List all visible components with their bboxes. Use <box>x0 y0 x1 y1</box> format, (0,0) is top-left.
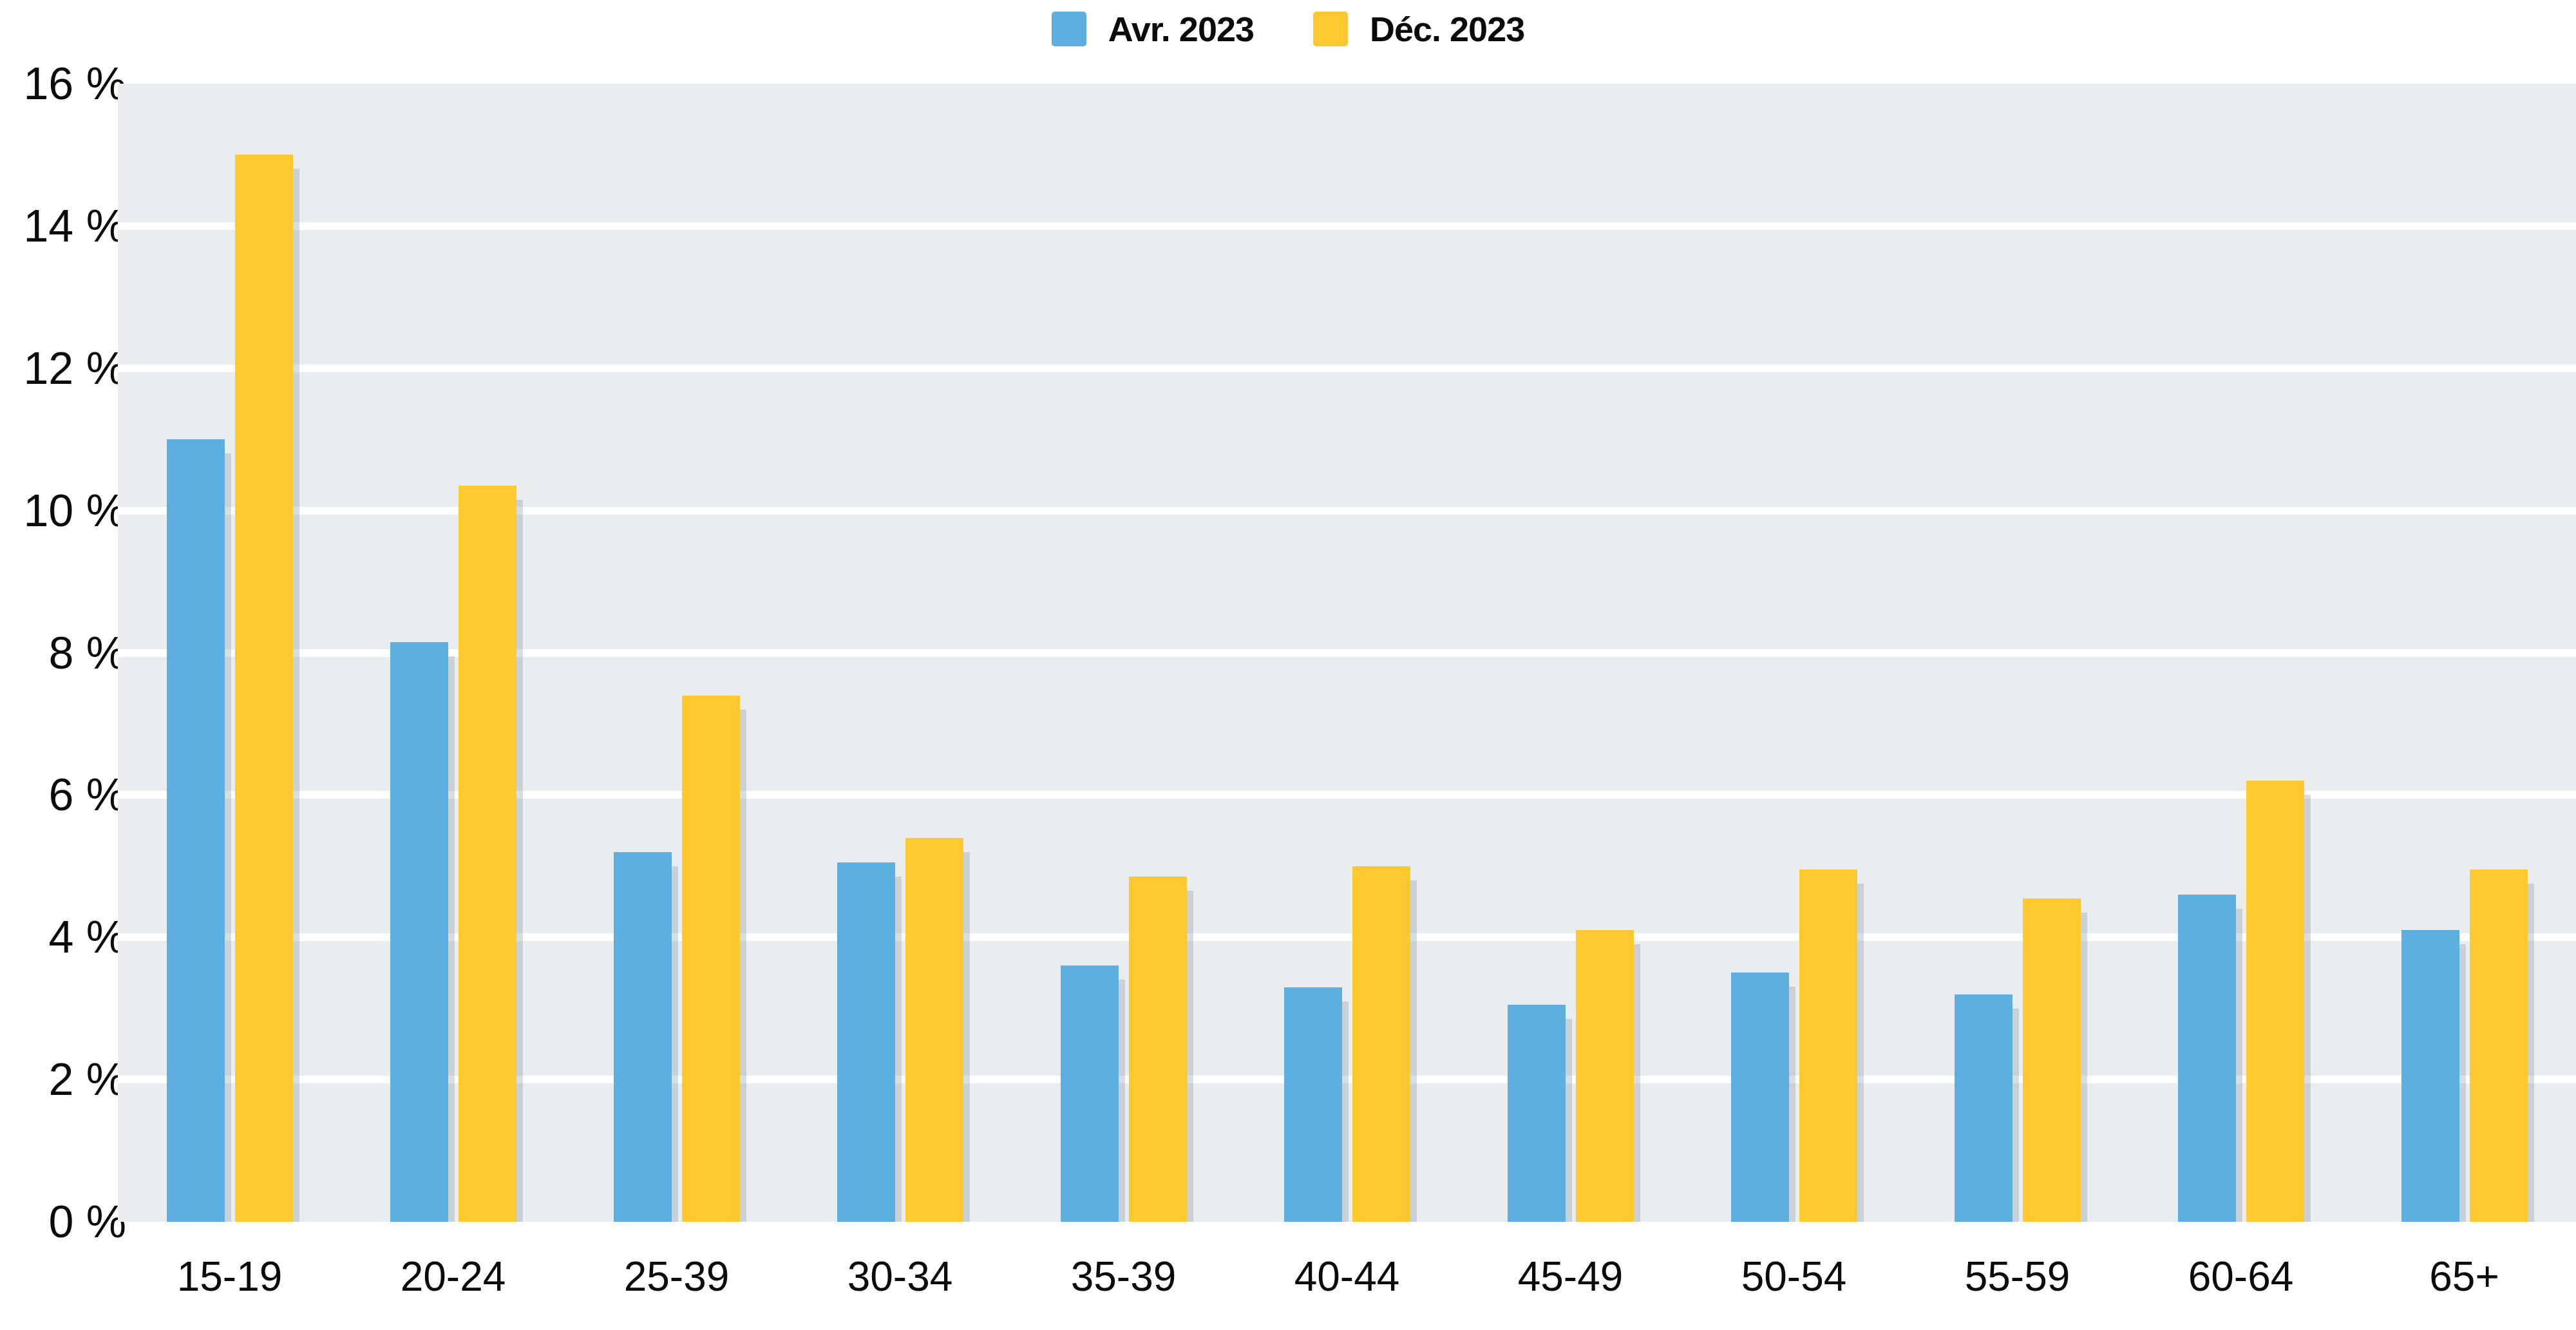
bar-dec-2023 <box>2023 898 2081 1222</box>
legend-swatch-icon <box>1313 12 1348 46</box>
bar-dec-2023 <box>905 838 963 1222</box>
bar-group <box>565 84 788 1222</box>
bar-avr-2023 <box>1061 965 1119 1222</box>
bar-group <box>2353 84 2576 1222</box>
legend-label: Déc. 2023 <box>1370 9 1524 49</box>
y-tick-label: 6 % <box>0 769 126 821</box>
x-tick-label: 50-54 <box>1682 1238 1906 1315</box>
bar-dec-2023 <box>1352 866 1410 1222</box>
x-tick-label: 45-49 <box>1459 1238 1682 1315</box>
x-tick-label: 35-39 <box>1012 1238 1235 1315</box>
y-tick-label: 16 % <box>0 58 126 109</box>
bar-avr-2023 <box>1508 1005 1566 1222</box>
bar-dec-2023 <box>459 486 516 1222</box>
bar-avr-2023 <box>167 439 225 1222</box>
y-tick-label: 8 % <box>0 627 126 679</box>
x-tick-label: 20-24 <box>341 1238 565 1315</box>
unemployment-by-age-bar-chart: Avr. 2023 Déc. 2023 16 % 14 % 12 % 10 % 8 % 6 … <box>0 0 2576 1330</box>
plot-area <box>118 84 2576 1222</box>
legend-item: Déc. 2023 <box>1313 9 1524 49</box>
bar-dec-2023 <box>235 155 293 1222</box>
bar-avr-2023 <box>614 852 672 1222</box>
bar-group <box>788 84 1012 1222</box>
bar-group <box>1459 84 1682 1222</box>
legend: Avr. 2023 Déc. 2023 <box>0 9 2576 49</box>
bar-dec-2023 <box>2246 781 2304 1222</box>
bar-dec-2023 <box>1576 930 1634 1222</box>
legend-label: Avr. 2023 <box>1108 9 1254 49</box>
x-tick-label: 25-39 <box>565 1238 788 1315</box>
bar-avr-2023 <box>1955 994 2012 1222</box>
bar-group <box>341 84 565 1222</box>
bar-group <box>1682 84 1906 1222</box>
bar-group <box>1235 84 1459 1222</box>
bar-group <box>1906 84 2129 1222</box>
bar-avr-2023 <box>390 642 448 1222</box>
x-tick-label: 60-64 <box>2129 1238 2353 1315</box>
bar-avr-2023 <box>1284 987 1342 1222</box>
bar-avr-2023 <box>1731 973 1789 1222</box>
bar-avr-2023 <box>837 862 895 1222</box>
y-tick-label: 14 % <box>0 200 126 252</box>
x-tick-label: 30-34 <box>788 1238 1012 1315</box>
y-axis: 16 %14 %12 %10 %8 %6 %4 %2 %0 % <box>0 84 126 1222</box>
bar-group <box>2129 84 2353 1222</box>
y-tick-label: 0 % <box>0 1196 126 1248</box>
x-axis: 15-1920-2425-3930-3435-3940-4445-4950-54… <box>118 1238 2576 1315</box>
bar-dec-2023 <box>1799 869 1857 1222</box>
bar-avr-2023 <box>2178 895 2236 1222</box>
y-tick-label: 2 % <box>0 1054 126 1105</box>
bar-groups <box>118 84 2576 1222</box>
y-tick-label: 12 % <box>0 343 126 394</box>
bar-dec-2023 <box>2470 869 2528 1222</box>
x-tick-label: 15-19 <box>118 1238 341 1315</box>
x-tick-label: 40-44 <box>1235 1238 1459 1315</box>
y-tick-label: 4 % <box>0 911 126 963</box>
y-tick-label: 10 % <box>0 485 126 537</box>
bar-group <box>118 84 341 1222</box>
bar-group <box>1012 84 1235 1222</box>
bar-dec-2023 <box>1129 877 1187 1222</box>
x-tick-label: 65+ <box>2353 1238 2576 1315</box>
legend-item: Avr. 2023 <box>1052 9 1254 49</box>
legend-swatch-icon <box>1052 12 1086 46</box>
bar-avr-2023 <box>2401 930 2459 1222</box>
x-tick-label: 55-59 <box>1906 1238 2129 1315</box>
bar-dec-2023 <box>682 696 740 1222</box>
